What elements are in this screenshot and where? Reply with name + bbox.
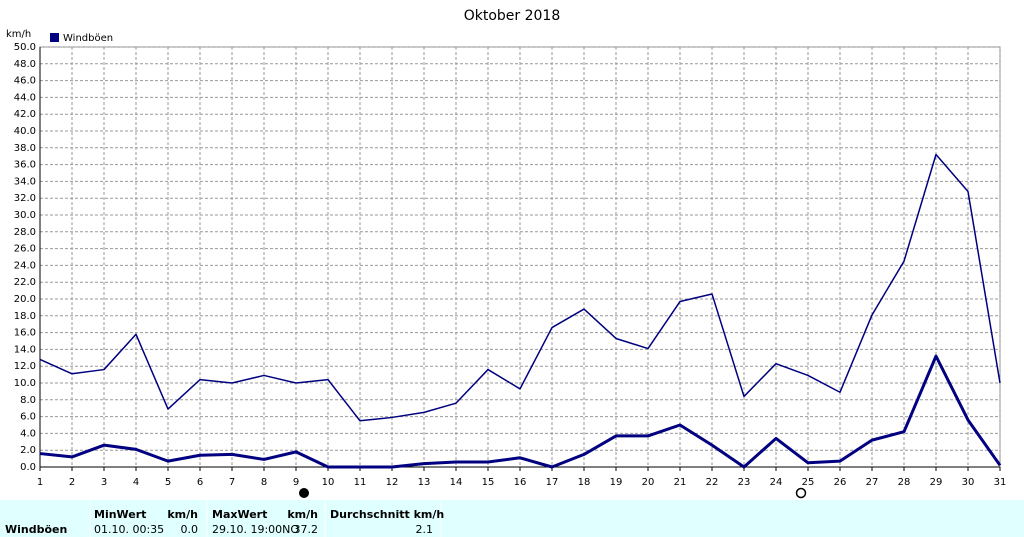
y-tick-label: 10.0 [14, 378, 36, 389]
stats-header: MinWert [94, 508, 146, 521]
y-tick-label: 6.0 [20, 412, 36, 423]
y-tick-label: 38.0 [14, 143, 36, 154]
x-tick-label: 22 [706, 477, 719, 488]
stats-header: Durchschnitt km/h [330, 508, 444, 521]
stats-unit: km/h [287, 508, 318, 521]
y-tick-label: 12.0 [14, 361, 36, 372]
full-moon-icon [795, 487, 807, 499]
x-tick-label: 17 [546, 477, 559, 488]
y-tick-label: 32.0 [14, 193, 36, 204]
y-tick-label: 36.0 [14, 160, 36, 171]
x-tick-label: 10 [322, 477, 335, 488]
series-line [39, 153, 1001, 422]
x-tick-label: 31 [994, 477, 1007, 488]
y-tick-label: 0.0 [20, 462, 36, 473]
stats-dividers [89, 500, 442, 537]
y-tick-label: 48.0 [14, 59, 36, 70]
x-tick-label: 26 [834, 477, 847, 488]
y-tick-label: 34.0 [14, 176, 36, 187]
x-tick-label: 25 [802, 477, 815, 488]
y-tick-label: 18.0 [14, 311, 36, 322]
x-tick-label: 24 [770, 477, 783, 488]
x-tick-label: 7 [229, 477, 235, 488]
x-tick-label: 6 [197, 477, 203, 488]
legend-label: Windböen [63, 33, 113, 44]
y-tick-label: 8.0 [20, 395, 36, 406]
x-tick-label: 2 [69, 477, 75, 488]
x-tick-label: 23 [738, 477, 751, 488]
stats-time: 29.10. 19:00NO [212, 523, 299, 536]
x-tick-label: 4 [133, 477, 139, 488]
y-tick-label: 22.0 [14, 277, 36, 288]
y-tick-label: 40.0 [14, 126, 36, 137]
stats-header: MaxWert [212, 508, 267, 521]
x-tick-label: 13 [418, 477, 431, 488]
y-tick-label: 2.0 [20, 445, 36, 456]
x-tick-label: 19 [610, 477, 623, 488]
legend-swatch [50, 33, 59, 42]
y-tick-label: 26.0 [14, 244, 36, 255]
y-tick-label: 50.0 [14, 42, 36, 53]
x-tick-label: 3 [101, 477, 107, 488]
x-tick-label: 29 [930, 477, 943, 488]
stats-time: 01.10. 00:35 [94, 523, 164, 536]
series-line [39, 354, 1002, 469]
y-tick-label: 44.0 [14, 92, 36, 103]
y-tick-label: 14.0 [14, 344, 36, 355]
x-tick-label: 11 [354, 477, 367, 488]
x-tick-label: 20 [642, 477, 655, 488]
x-tick-label: 9 [293, 477, 299, 488]
x-tick-label: 27 [866, 477, 879, 488]
y-tick-label: 24.0 [14, 260, 36, 271]
x-tick-label: 12 [386, 477, 399, 488]
x-tick-label: 5 [165, 477, 171, 488]
y-tick-label: 28.0 [14, 227, 36, 238]
y-axis-label: km/h [6, 29, 31, 40]
y-tick-label: 46.0 [14, 76, 36, 87]
x-tick-label: 30 [962, 477, 975, 488]
y-tick-label: 30.0 [14, 210, 36, 221]
x-tick-label: 18 [578, 477, 591, 488]
x-tick-label: 1 [37, 477, 43, 488]
new-moon-icon [299, 488, 309, 498]
y-tick-label: 4.0 [20, 428, 36, 439]
x-tick-label: 14 [450, 477, 463, 488]
y-tick-label: 42.0 [14, 109, 36, 120]
y-tick-label: 16.0 [14, 328, 36, 339]
stats-panel [0, 500, 1024, 537]
stats-row-label: Windböen [5, 523, 67, 536]
x-tick-label: 8 [261, 477, 267, 488]
stats-value: 37.2 [294, 523, 319, 536]
chart-title: Oktober 2018 [464, 8, 561, 24]
stats-value: 0.0 [181, 523, 199, 536]
y-tick-label: 20.0 [14, 294, 36, 305]
x-tick-label: 16 [514, 477, 527, 488]
x-tick-label: 28 [898, 477, 911, 488]
stats-unit: km/h [167, 508, 198, 521]
stats-value: 2.1 [416, 523, 434, 536]
x-tick-label: 21 [674, 477, 687, 488]
x-tick-label: 15 [482, 477, 495, 488]
